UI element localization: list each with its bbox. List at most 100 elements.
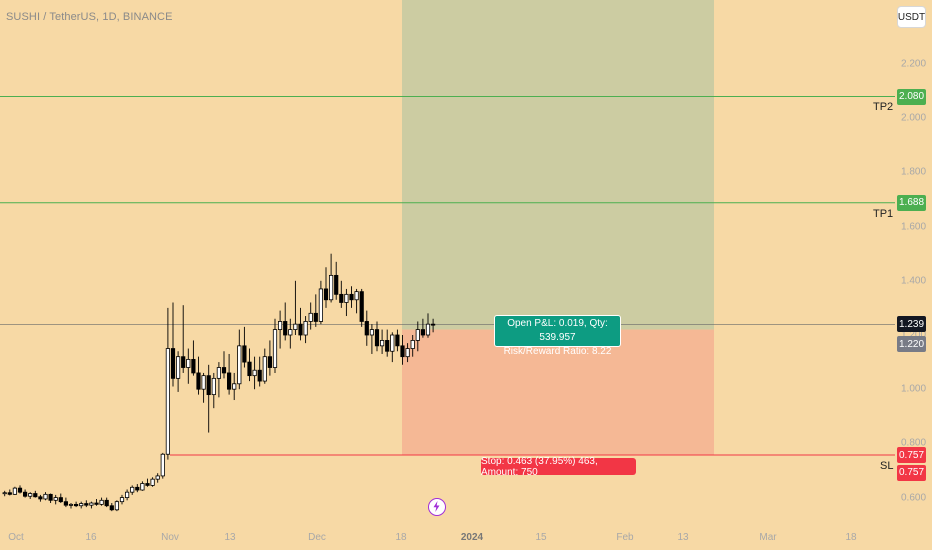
candle-down [135,486,140,491]
candle-up [165,348,170,455]
candle-down [17,487,23,493]
candle-down [267,356,273,368]
price-axis-tick: 1.600 [901,221,927,233]
time-axis-tick: Oct [8,532,24,543]
candle-down [104,499,109,507]
candle-up [12,487,17,495]
time-axis-tick: Feb [616,532,634,543]
sl-label: SL [880,459,894,472]
time-axis-tick: Mar [759,532,777,543]
candle-up [216,367,221,379]
candle-up [99,499,104,505]
candle-up [405,348,410,358]
candle-up [125,491,130,498]
candle-down [74,503,79,507]
pnl-info-box[interactable]: Open P&L: 0.019, Qty: 539.957 Risk/Rewar… [494,315,621,357]
candle-up [2,492,7,495]
candle-up [410,340,415,349]
time-axis-tick: 16 [85,532,97,543]
candle-up [318,288,324,322]
tp2-label: TP2 [873,101,894,114]
entry-price-tag: 1.220 [897,336,926,353]
candle-up [425,323,431,336]
price-axis-tick: 1.200 [901,329,927,341]
price-axis-tick: 2.200 [901,58,927,70]
candle-up [119,497,125,503]
candle-down [385,340,390,352]
candle-up [293,323,298,330]
candle-up [354,291,359,301]
candle-down [247,361,252,377]
candle-up [201,375,206,390]
candle-down [22,491,28,497]
candle-up [272,329,278,368]
candle-up [186,358,191,368]
time-axis-tick: 13 [677,532,689,543]
loss-zone [402,329,714,456]
candle-up [160,453,165,477]
candle-down [94,502,99,505]
stop-info-box[interactable]: Stop: 0.463 (37.95%) 463, Amount: 750 [481,456,636,478]
candle-up [155,475,160,480]
candle-down [196,372,201,390]
candle-up [79,503,84,507]
candle-down [257,369,262,382]
time-axis-tick: 13 [224,532,236,543]
pnl-line: Open P&L: 0.019, Qty: 539.957 [507,318,608,343]
time-axis-tick: 2024 [460,532,484,543]
candle-up [53,497,58,501]
candle-up [369,329,375,336]
candle-up [390,334,395,352]
candle-down [400,345,405,358]
time-axis-tick: Dec [308,532,326,543]
candle-up [232,383,237,390]
candle-down [48,493,53,501]
candle-up [175,356,181,379]
candle-up [28,493,33,497]
candle-down [206,375,211,396]
candle-up [344,293,349,303]
candle-down [339,293,344,303]
candle-up [237,345,242,385]
risk-reward-line: Risk/Reward Ratio: 8.22 [503,346,612,357]
candle-down [349,293,354,301]
candle-up [150,478,155,486]
time-axis-tick: Nov [161,532,179,543]
candle-up [114,501,119,511]
candle-up [140,483,145,491]
candle-down [298,323,303,336]
candle-down [395,334,400,347]
candle-up [379,340,385,347]
candle-up [277,321,283,330]
candle-down [63,501,68,506]
currency-button[interactable]: USDT [897,6,926,28]
candle-down [374,329,380,347]
candle-up [303,321,308,336]
candle-down [364,321,369,336]
candle-down [170,348,176,379]
candle-down [226,372,232,390]
candle-down [191,358,196,374]
candle-up [308,312,313,322]
price-axis-tick: 1.000 [901,383,927,395]
candle-down [84,503,89,506]
lightning-icon[interactable] [428,498,446,516]
price-axis-tick: 0.600 [901,492,927,504]
candle-down [313,312,318,322]
symbol-title[interactable]: SUSHI / TetherUS, 1D, BINANCE [6,11,173,23]
price-axis-tick: 0.800 [901,437,927,449]
time-axis-tick: 15 [535,532,547,543]
candle-up [262,356,267,382]
candle-up [288,329,293,336]
candle-down [420,329,426,336]
candle-down [38,496,43,500]
candle-up [211,377,216,396]
candle-down [58,497,63,503]
candle-down [221,367,227,374]
candle-down [430,323,436,326]
candle-up [415,329,420,341]
candle-down [109,505,114,511]
candle-down [359,291,364,322]
sl-price-tag-secondary: 0.757 [897,464,926,481]
